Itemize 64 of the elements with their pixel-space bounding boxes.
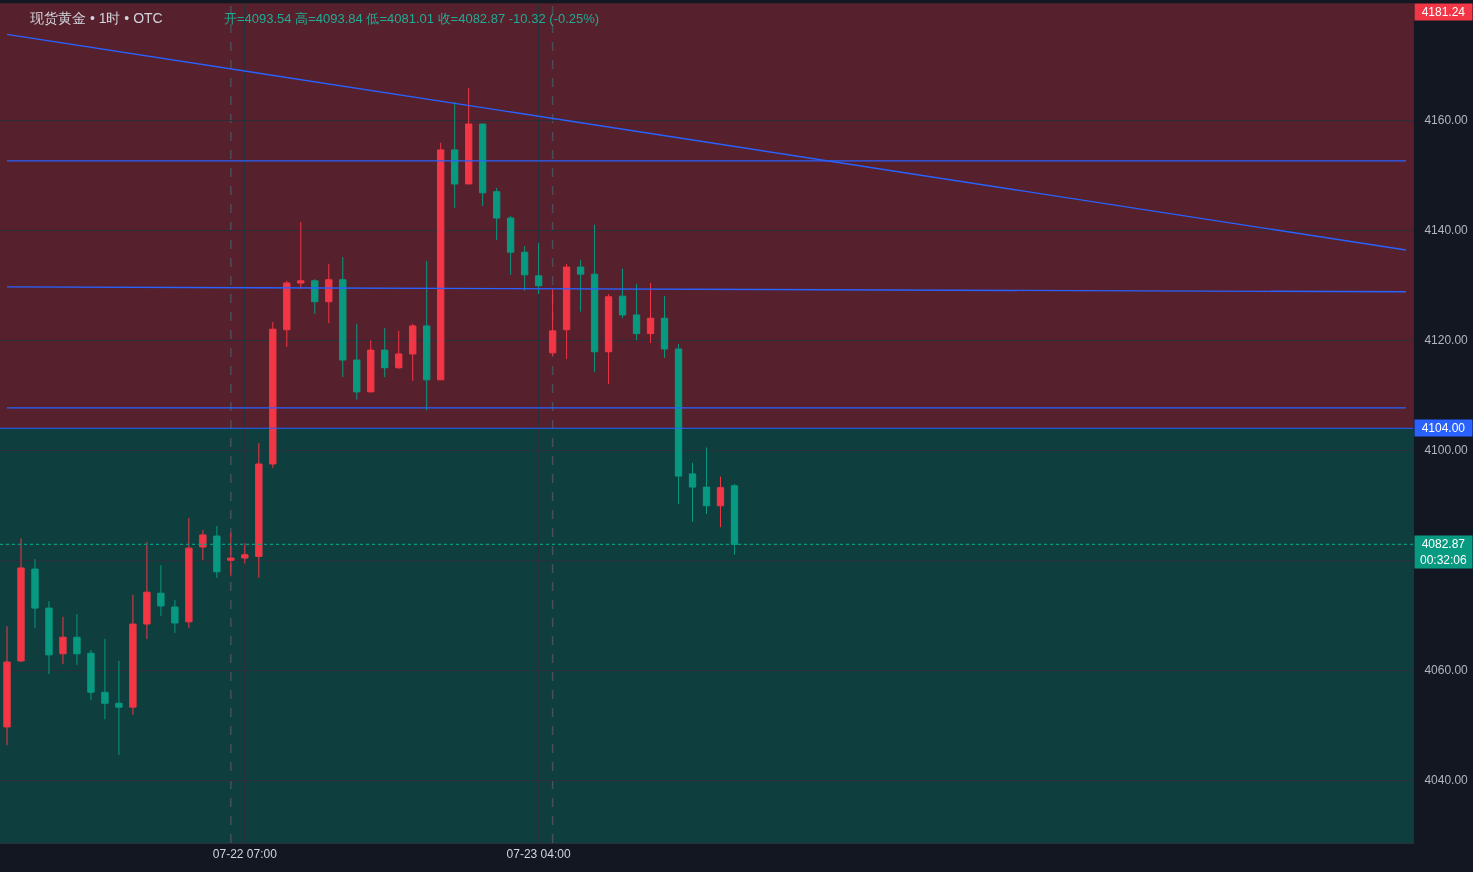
text: 现货黄金 • 1时 • OTC [30, 9, 163, 26]
candlestick [451, 101, 459, 209]
x-tick-label: 07-23 04:00 [506, 847, 571, 862]
x-tick-label: 07-22 07:00 [212, 847, 278, 862]
candlestick [674, 343, 683, 505]
candlestick [45, 600, 53, 675]
candlestick [115, 660, 123, 756]
candlestick [534, 242, 543, 295]
candlestick [255, 442, 263, 579]
candlestick [297, 221, 305, 290]
candlestick [423, 260, 431, 412]
y-tick-label: 4060.00 [1424, 663, 1469, 678]
candlestick [618, 268, 627, 319]
candlestick [492, 187, 501, 241]
candlestick [464, 87, 473, 185]
candlestick [604, 293, 613, 385]
candlestick [17, 537, 25, 663]
candlestick [3, 625, 11, 746]
candlestick [478, 123, 487, 207]
candlestick [506, 215, 515, 276]
candlestick [367, 339, 375, 393]
candlestick [129, 594, 137, 716]
ref-line-label: 4082.87 00:32:06 [1419, 537, 1468, 567]
candlestick [143, 541, 151, 640]
candlestick [353, 323, 361, 401]
candlestick [562, 263, 571, 360]
candlestick [339, 256, 347, 378]
candlestick [59, 616, 67, 665]
candlestick [660, 295, 669, 359]
candlestick [87, 649, 95, 701]
candlestick [632, 283, 641, 341]
band-label: 4181.24 [1421, 5, 1466, 19]
text: 开=4093.54 高=4093.84 低=4081.01 收=4082.87 -10.32 (-0.25%) [224, 11, 600, 26]
candlestick [241, 542, 249, 565]
candlestick [185, 517, 193, 629]
candlestick [199, 529, 207, 561]
candlestick [702, 446, 711, 515]
ref-line-label: 4104.00 [1421, 421, 1466, 435]
candlestick [283, 280, 291, 348]
y-tick-label: 4120.00 [1424, 333, 1469, 348]
candlestick [646, 282, 655, 344]
y-tick-label: 4140.00 [1424, 223, 1469, 238]
candlestick [73, 613, 81, 666]
y-tick-label: 4160.00 [1424, 113, 1469, 128]
candlestick [31, 558, 39, 629]
candlestick [311, 278, 319, 315]
candlestick [325, 263, 333, 324]
y-tick-label: 4100.00 [1424, 443, 1469, 458]
y-tick-label: 4040.00 [1424, 773, 1469, 788]
candlestick [171, 599, 179, 634]
candlestick [590, 224, 599, 373]
candlestick [395, 330, 403, 370]
candlestick [227, 532, 235, 577]
candlestick [716, 476, 725, 528]
candlestick [101, 638, 109, 720]
candlestick [269, 321, 277, 469]
candlestick [520, 245, 529, 292]
candlestick [576, 259, 585, 313]
candlestick [381, 327, 389, 378]
candlestick [548, 288, 557, 357]
candlestick [437, 142, 445, 381]
candlestick [157, 564, 165, 617]
candlestick [688, 462, 697, 523]
candlestick [409, 323, 417, 382]
